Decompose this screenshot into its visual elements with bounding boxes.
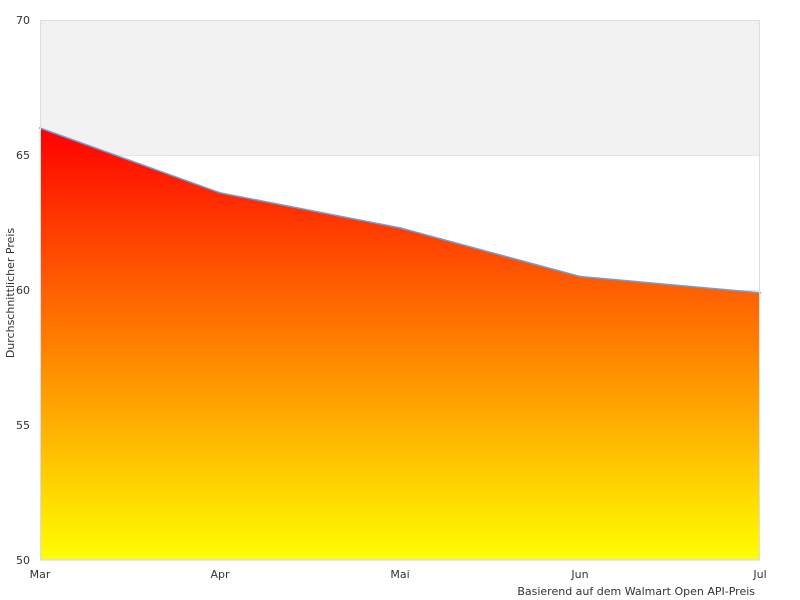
series-area xyxy=(40,128,760,560)
plot-border xyxy=(40,20,760,560)
data-point-apr[interactable] xyxy=(219,191,221,194)
y-tick-label: 65 xyxy=(16,149,30,162)
y-tick-label: 55 xyxy=(16,419,30,432)
y-tick-label: 60 xyxy=(16,284,30,297)
x-tick-label: Mai xyxy=(390,568,409,581)
y-axis-title: Durchschnittlicher Preis xyxy=(4,228,17,359)
y-tick-label: 50 xyxy=(16,554,30,567)
x-tick-label: Jul xyxy=(752,568,766,581)
x-axis-title: Basierend auf dem Walmart Open API-Preis xyxy=(517,585,755,598)
x-tick-label: Jun xyxy=(570,568,588,581)
x-tick-label: Apr xyxy=(210,568,230,581)
plot-band xyxy=(40,20,760,155)
data-point-mai[interactable] xyxy=(399,226,401,229)
y-tick-label: 70 xyxy=(16,14,30,27)
data-point-jun[interactable] xyxy=(579,275,581,278)
x-tick-label: Mar xyxy=(30,568,51,581)
